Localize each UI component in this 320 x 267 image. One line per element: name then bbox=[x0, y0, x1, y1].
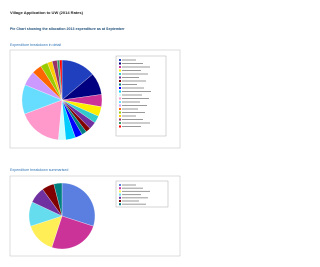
legend-text-placeholder bbox=[122, 105, 147, 106]
legend-swatch bbox=[119, 200, 121, 202]
section-title: Expenditure breakdown in detail bbox=[10, 43, 61, 47]
legend-text-placeholder bbox=[122, 194, 141, 196]
page: Village Application to UW (2014 Rates) P… bbox=[0, 0, 189, 267]
legend-swatch bbox=[119, 62, 121, 65]
legend-swatch bbox=[119, 193, 121, 196]
legend-swatch bbox=[119, 83, 121, 86]
legend-swatch bbox=[119, 115, 121, 117]
legend-text-placeholder bbox=[122, 66, 150, 68]
legend-swatch bbox=[119, 187, 121, 190]
legend-swatch bbox=[119, 69, 121, 72]
doc-title: Village Application to UW (2014 Rates) bbox=[10, 10, 84, 15]
legend-frame bbox=[115, 180, 169, 208]
legend-text-placeholder bbox=[122, 70, 141, 71]
legend-swatch bbox=[119, 118, 121, 121]
legend-text-placeholder bbox=[122, 108, 138, 110]
pie-slice bbox=[24, 99, 63, 140]
legend-swatch bbox=[119, 80, 121, 82]
legend-text-placeholder bbox=[122, 115, 136, 117]
legend-text-placeholder bbox=[122, 63, 143, 64]
section-title: Expenditure breakdown summarised bbox=[10, 168, 68, 172]
legend-text-placeholder bbox=[122, 59, 136, 61]
legend-swatch bbox=[119, 184, 121, 186]
legend-swatch bbox=[119, 104, 121, 107]
legend-swatch bbox=[119, 125, 121, 128]
legend-text-placeholder bbox=[122, 84, 137, 85]
legend-swatch bbox=[119, 97, 121, 100]
legend-text-placeholder bbox=[122, 73, 148, 75]
legend-text-placeholder bbox=[122, 119, 143, 120]
legend-swatch bbox=[119, 76, 121, 79]
legend-text-placeholder bbox=[122, 197, 148, 199]
pie-slice bbox=[61, 182, 96, 227]
legend-swatch bbox=[119, 59, 121, 61]
doc-subtitle: Pie Chart showing the allocation 2013 ex… bbox=[10, 27, 125, 31]
legend-swatch bbox=[119, 108, 121, 110]
legend-swatch bbox=[119, 122, 121, 124]
chart-frame bbox=[9, 175, 181, 257]
legend-text-placeholder bbox=[122, 91, 151, 92]
legend-frame bbox=[115, 55, 167, 137]
page-background bbox=[0, 0, 189, 267]
legend-swatch bbox=[119, 101, 121, 103]
legend-text-placeholder bbox=[122, 200, 139, 202]
legend-text-placeholder bbox=[122, 190, 150, 192]
legend-text-placeholder bbox=[122, 126, 141, 127]
legend-text-placeholder bbox=[122, 80, 146, 82]
legend-swatch bbox=[119, 73, 121, 75]
chart-frame bbox=[9, 49, 181, 149]
legend-swatch bbox=[119, 190, 121, 193]
legend-text-placeholder bbox=[122, 122, 150, 124]
legend-swatch bbox=[119, 111, 121, 114]
legend-text-placeholder bbox=[122, 94, 142, 96]
pie-slice bbox=[53, 182, 63, 217]
legend-swatch bbox=[119, 90, 121, 93]
legend-text-placeholder bbox=[122, 203, 146, 205]
legend-swatch bbox=[119, 94, 121, 96]
legend-text-placeholder bbox=[122, 184, 136, 186]
legend-swatch bbox=[119, 203, 121, 206]
legend-swatch bbox=[119, 66, 121, 68]
pie-slice bbox=[51, 215, 94, 250]
pie-slice bbox=[59, 59, 63, 101]
legend-text-placeholder bbox=[122, 112, 145, 113]
legend-text-placeholder bbox=[122, 98, 149, 99]
legend-text-placeholder bbox=[122, 187, 143, 189]
legend-text-placeholder bbox=[122, 87, 144, 89]
legend-text-placeholder bbox=[122, 101, 140, 103]
legend-text-placeholder bbox=[122, 77, 139, 78]
legend-swatch bbox=[119, 196, 121, 199]
legend-swatch bbox=[119, 87, 121, 89]
